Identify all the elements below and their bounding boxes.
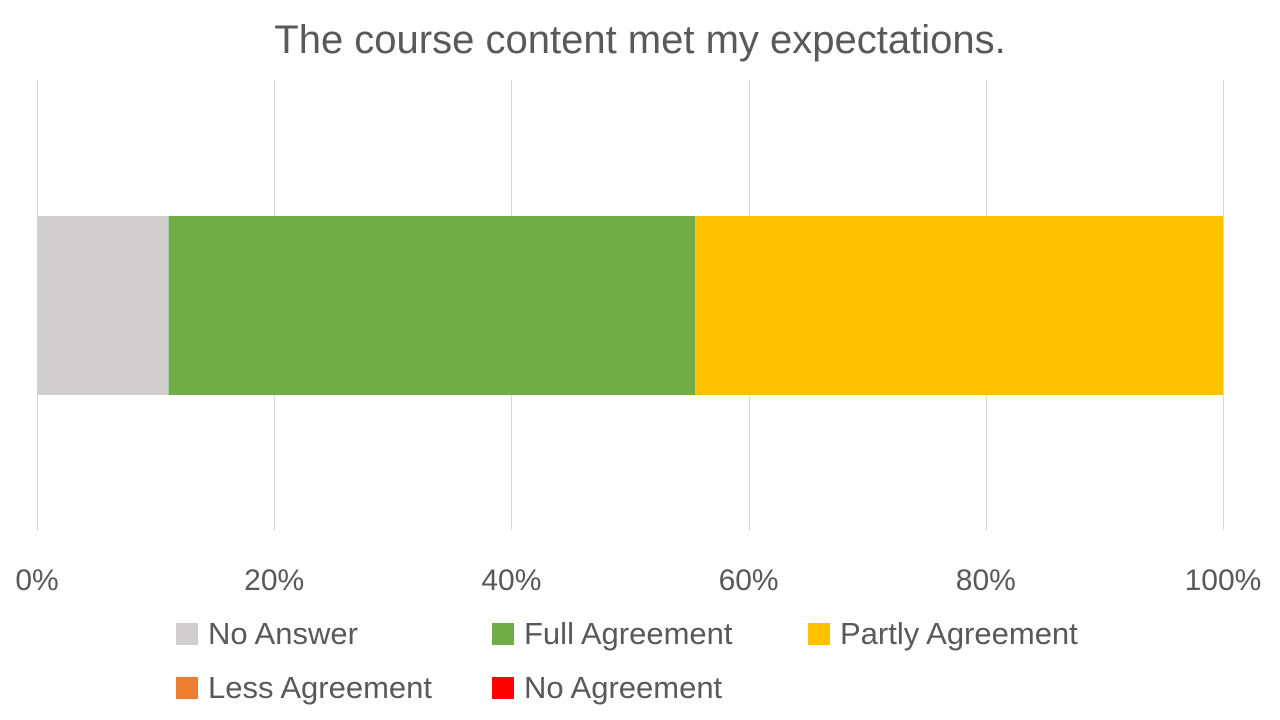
- legend-label-no-agreement: No Agreement: [524, 670, 723, 705]
- legend-swatch-partly-agreement: [808, 623, 830, 645]
- x-tick-label-5: 100%: [1185, 564, 1262, 597]
- bar-segment-full-agreement: [168, 216, 696, 395]
- x-tick-label-3: 60%: [719, 564, 779, 597]
- stacked-bar: [37, 216, 1223, 395]
- x-tick-label-4: 80%: [956, 564, 1016, 597]
- bar-segment-no-answer: [37, 216, 169, 395]
- legend-swatch-full-agreement: [492, 623, 514, 645]
- legend-label-partly-agreement: Partly Agreement: [840, 616, 1078, 651]
- legend-item-no-answer: No Answer: [176, 612, 358, 656]
- legend-swatch-less-agreement: [176, 677, 198, 699]
- legend-swatch-no-answer: [176, 623, 198, 645]
- chart-title: The course content met my expectations.: [274, 18, 1006, 62]
- bar-segment-partly-agreement: [695, 216, 1223, 395]
- legend-swatch-no-agreement: [492, 677, 514, 699]
- x-tick-label-2: 40%: [481, 564, 541, 597]
- x-tick-label-0: 0%: [15, 564, 58, 597]
- legend-item-partly-agreement: Partly Agreement: [808, 612, 1078, 656]
- legend-label-less-agreement: Less Agreement: [208, 670, 433, 705]
- legend-label-full-agreement: Full Agreement: [524, 616, 733, 651]
- legend-item-no-agreement: No Agreement: [492, 666, 722, 710]
- legend-label-no-answer: No Answer: [208, 616, 358, 651]
- legend-item-less-agreement: Less Agreement: [176, 666, 432, 710]
- x-axis-tick-labels: 0% 20% 40% 60% 80% 100%: [15, 564, 1261, 597]
- x-tick-label-1: 20%: [244, 564, 304, 597]
- legend-item-full-agreement: Full Agreement: [492, 612, 733, 656]
